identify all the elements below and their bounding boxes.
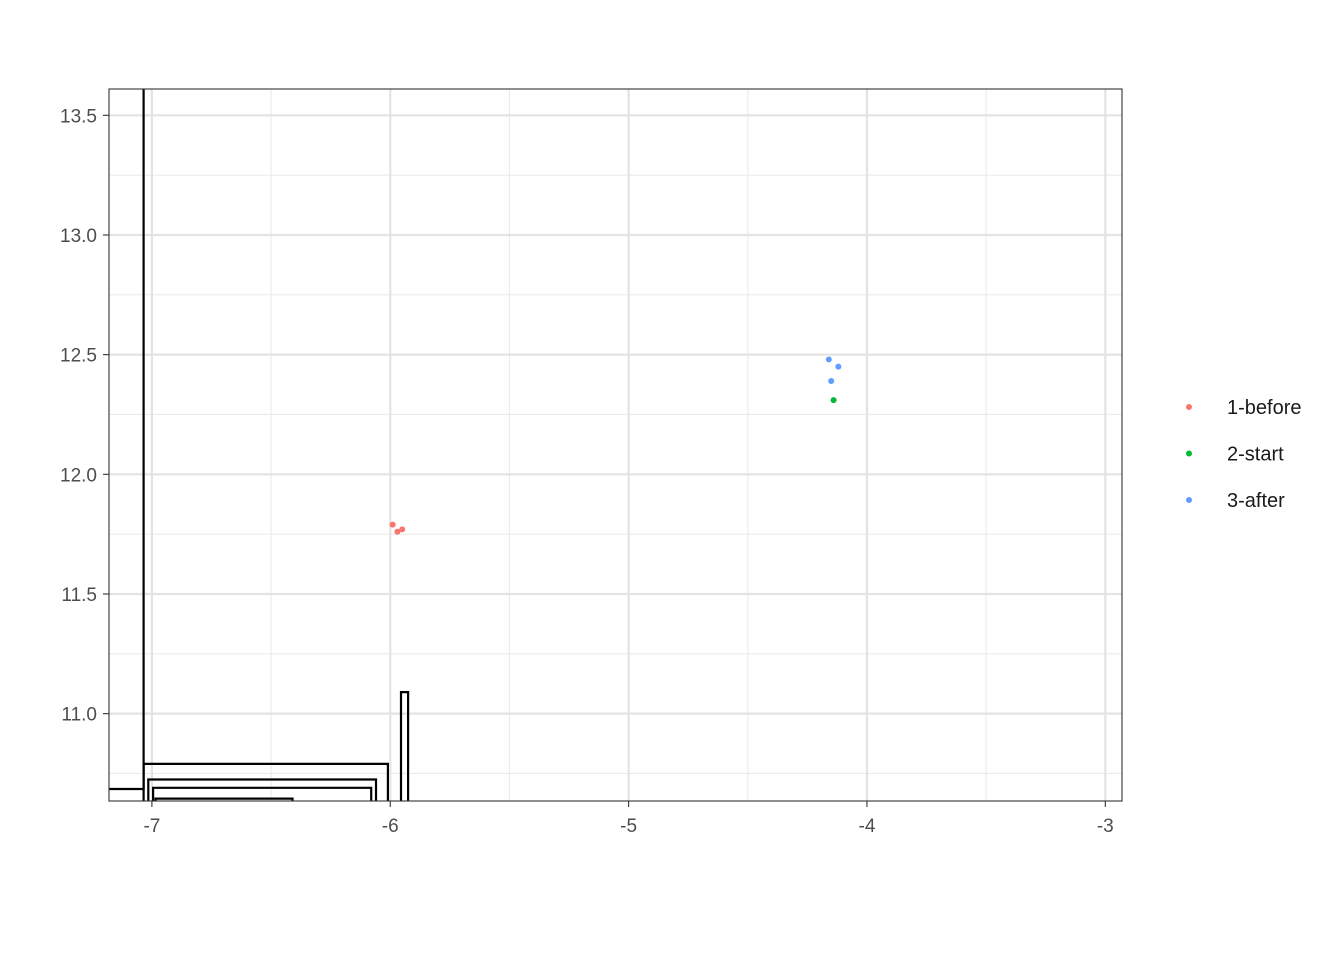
x-axis: -7 -6 -5 -4 -3 [143, 801, 1114, 837]
panel-border [108, 88, 1123, 802]
outline-path [154, 797, 294, 801]
data-point [830, 397, 837, 404]
panel-background [109, 89, 1122, 801]
legend-key [1186, 450, 1192, 457]
legend-key [1186, 404, 1192, 410]
outline-path [152, 786, 373, 801]
outline-path [147, 778, 378, 801]
legend-label: 1-before [1227, 397, 1302, 419]
legend-label: 2-start [1227, 444, 1284, 466]
outline-path [399, 691, 410, 801]
data-point [389, 521, 396, 528]
y-axis: 11.0 11.5 12.0 12.5 13.0 13.5 [60, 106, 109, 726]
y-tick-label: 12.0 [60, 465, 97, 486]
x-tick-label: -6 [382, 816, 399, 837]
data-point [399, 526, 406, 533]
data-points [389, 356, 842, 535]
y-tick-label: 13.0 [60, 226, 97, 247]
y-tick-label: 13.5 [60, 106, 97, 127]
major-gridlines [109, 89, 1122, 801]
x-tick-label: -4 [859, 816, 876, 837]
y-tick-label: 12.5 [60, 346, 97, 367]
x-tick-label: -3 [1097, 816, 1114, 837]
data-point [835, 363, 842, 370]
y-tick-label: 11.0 [61, 705, 97, 726]
data-point [828, 377, 835, 384]
legend-key [1186, 497, 1192, 503]
data-point [825, 356, 832, 363]
outline-paths [109, 89, 410, 801]
x-tick-label: -7 [143, 816, 160, 837]
legend-label: 3-after [1227, 490, 1285, 512]
y-tick-label: 11.5 [61, 585, 97, 606]
outline-path [142, 762, 389, 801]
data-point [394, 528, 401, 535]
x-tick-label: -5 [620, 816, 637, 837]
legend: 1-before 2-start 3-after [1186, 397, 1302, 512]
minor-gridlines [109, 89, 1122, 801]
